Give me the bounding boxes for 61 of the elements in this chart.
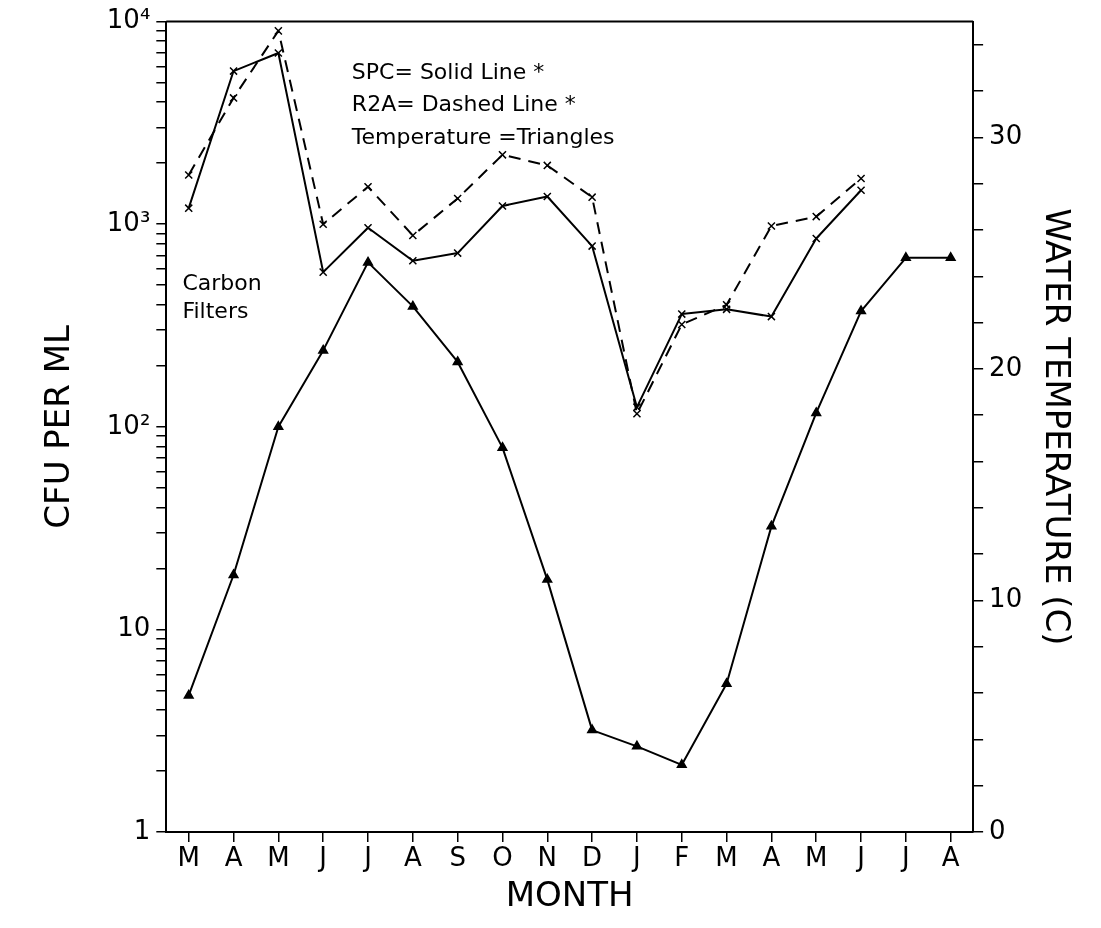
point xyxy=(274,26,283,36)
x-tick-label: A xyxy=(762,842,781,873)
x-tick-label: J xyxy=(631,842,641,873)
point xyxy=(408,231,418,240)
point xyxy=(498,150,507,160)
point xyxy=(229,66,238,76)
point xyxy=(811,234,821,243)
y2-tick-label: 30 xyxy=(989,120,1023,151)
point xyxy=(543,161,552,170)
point xyxy=(453,194,462,203)
y-tick-label: 10⁴ xyxy=(106,4,151,35)
point xyxy=(184,203,193,213)
point xyxy=(363,223,373,233)
x-tick-label: S xyxy=(449,842,466,873)
y-tick-label: 10³ xyxy=(106,206,151,237)
point xyxy=(453,248,462,258)
x-tick-label: N xyxy=(537,842,558,873)
y2-tick-label: 20 xyxy=(989,351,1023,382)
y-axis-title: CFU PER ML xyxy=(37,324,78,529)
y2-tick-label: 0 xyxy=(989,814,1006,845)
x-tick-label: M xyxy=(177,842,200,873)
x-tick-label: J xyxy=(362,842,372,873)
x-tick-label: O xyxy=(492,842,513,873)
x-tick-label: J xyxy=(900,842,910,873)
point xyxy=(408,256,418,266)
x-tick-label: A xyxy=(224,842,243,873)
y-tick-label: 1 xyxy=(133,814,151,845)
point xyxy=(274,48,283,58)
point xyxy=(856,186,866,195)
point xyxy=(184,170,193,180)
point xyxy=(722,300,731,310)
point xyxy=(318,219,328,229)
x-tick-label: M xyxy=(267,842,290,873)
x-tick-label: A xyxy=(403,842,422,873)
y2-tick-label: 10 xyxy=(989,583,1023,614)
point xyxy=(767,312,776,321)
y-tick-label: 10² xyxy=(106,409,151,440)
point xyxy=(543,192,552,201)
y-tick-label: 10 xyxy=(117,612,151,643)
x-tick-label: A xyxy=(941,842,960,873)
point xyxy=(498,201,507,211)
point xyxy=(229,93,238,103)
point xyxy=(587,241,597,251)
annotation: R2A= Dashed Line * xyxy=(351,91,576,117)
point xyxy=(318,267,328,277)
x-axis-title: MONTH xyxy=(505,874,634,915)
annotation: SPC= Solid Line * xyxy=(351,58,545,84)
x-tick-label: D xyxy=(582,842,603,873)
point xyxy=(811,212,821,221)
annotation: Carbon Filters xyxy=(182,269,262,323)
annotation: Temperature =Triangles xyxy=(350,123,615,149)
x-tick-label: M xyxy=(715,842,738,873)
x-tick-label: J xyxy=(317,842,328,873)
point xyxy=(856,174,866,183)
point xyxy=(767,221,776,231)
x-tick-label: F xyxy=(674,842,690,873)
y2-axis-title: WATER TEMPERATURE (C) xyxy=(1037,208,1078,646)
point xyxy=(363,182,373,192)
point xyxy=(587,192,597,202)
x-tick-label: M xyxy=(805,842,828,873)
x-tick-label: J xyxy=(855,842,865,873)
